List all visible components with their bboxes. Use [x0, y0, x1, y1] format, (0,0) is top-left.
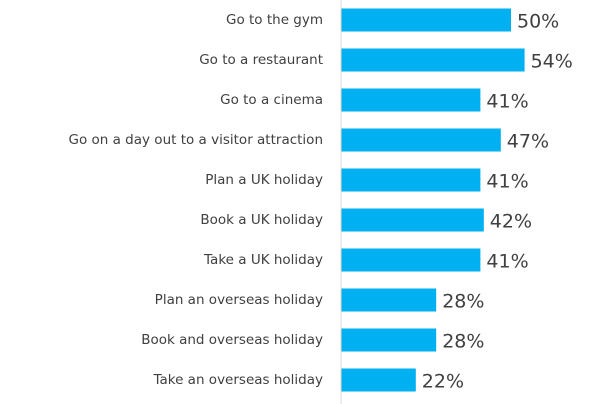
category-label: Book a UK holiday: [200, 212, 323, 228]
value-label: 28%: [442, 331, 484, 353]
value-label: 54%: [531, 51, 573, 73]
category-label: Go to a cinema: [220, 92, 323, 108]
value-label: 47%: [507, 131, 549, 153]
value-label: 22%: [422, 371, 464, 393]
bar: [341, 328, 437, 352]
bar: [341, 8, 511, 32]
bar: [341, 288, 437, 312]
value-label: 42%: [490, 211, 532, 233]
value-label: 28%: [442, 291, 484, 313]
category-label: Go to a restaurant: [199, 52, 323, 68]
category-label: Go on a day out to a visitor attraction: [69, 132, 324, 148]
value-label: 41%: [486, 91, 528, 113]
bar: [341, 88, 481, 112]
bar: [341, 248, 481, 272]
category-label: Plan an overseas holiday: [155, 292, 323, 308]
value-label: 50%: [517, 11, 559, 33]
category-label: Plan a UK holiday: [205, 172, 323, 188]
bar: [341, 48, 525, 72]
bar: [341, 208, 484, 232]
value-label: 41%: [486, 171, 528, 193]
category-label: Take an overseas holiday: [152, 372, 323, 388]
category-label: Go to the gym: [226, 12, 323, 28]
category-label: Book and overseas holiday: [141, 332, 323, 348]
bar: [341, 168, 481, 192]
bar: [341, 128, 501, 152]
bar: [341, 368, 416, 392]
category-label: Take a UK holiday: [203, 252, 323, 268]
value-label: 41%: [486, 251, 528, 273]
